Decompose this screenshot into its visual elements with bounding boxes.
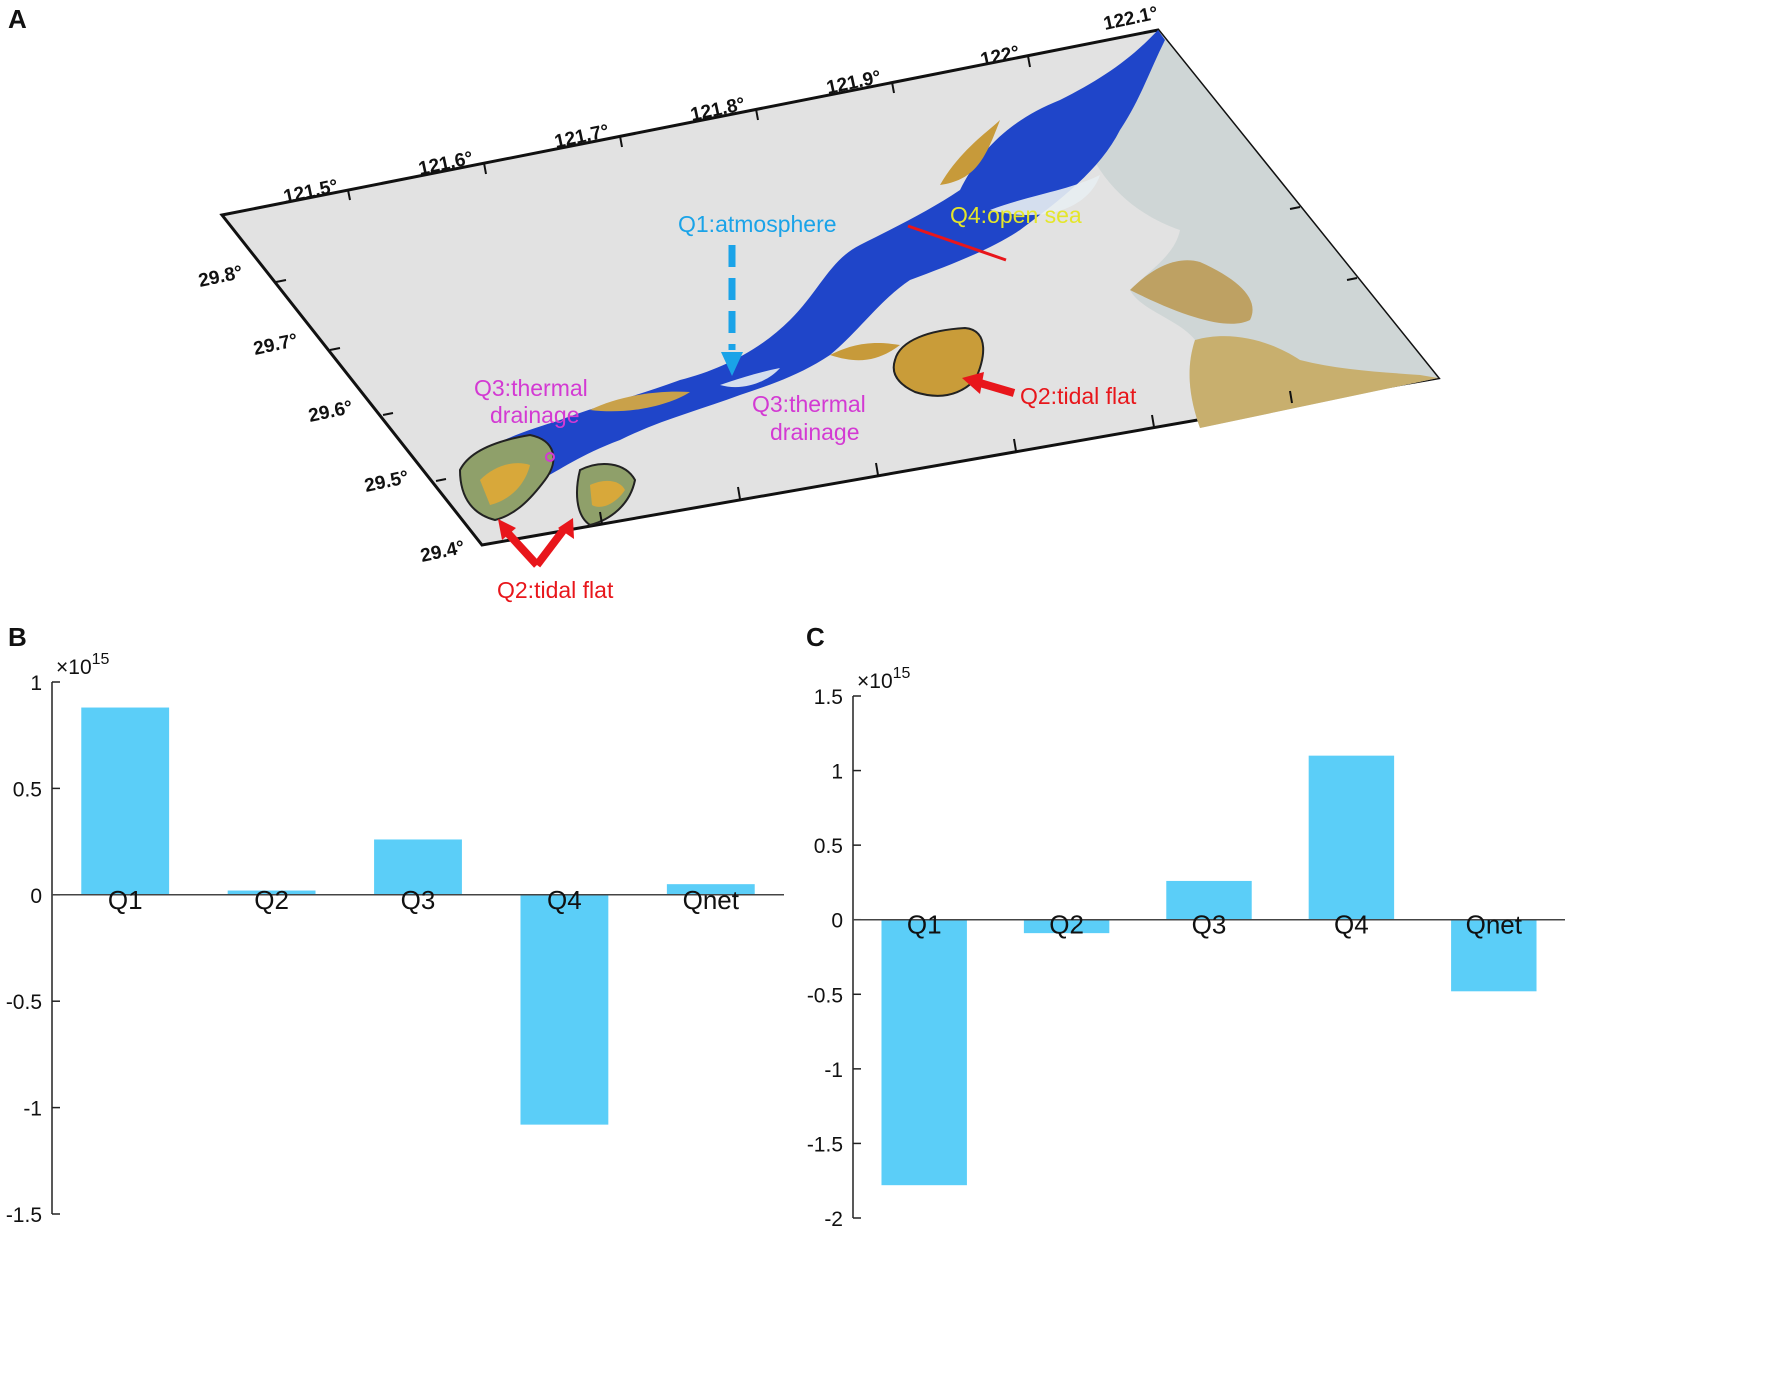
chart-c-category-label: Q2	[1049, 910, 1084, 940]
chart-b-exponent-label: ×1015	[56, 651, 110, 679]
chart-b-category-label: Qnet	[683, 885, 740, 915]
chart-c-bar-qnet	[1451, 919, 1537, 992]
chart-c-y-tick-label: -1.5	[807, 1133, 843, 1156]
chart-c-category-label: Q3	[1192, 910, 1227, 940]
chart-c-bar-q1	[881, 919, 967, 1186]
q2-right-arrow	[962, 372, 1016, 397]
chart-b-category-label: Q4	[547, 885, 582, 915]
chart-c-y-tick-label: -0.5	[807, 984, 843, 1007]
chart-c-category-label: Q1	[907, 910, 942, 940]
chart-b-bar-qnet	[666, 884, 755, 895]
chart-c-exponent-base: ×10	[857, 670, 893, 693]
q3-mid-annotation-line1: Q3:thermal	[752, 391, 866, 417]
chart-c-exponent-label: ×1015	[857, 665, 911, 693]
chart-b-category-label: Q1	[108, 885, 143, 915]
chart-c-category-label: Q4	[1334, 910, 1369, 940]
west-bay-1-sand	[480, 463, 530, 505]
chart-c-bar-q4	[1308, 755, 1395, 920]
q3-left-annotation-line2: drainage	[490, 402, 580, 428]
channel-light-shoal	[990, 175, 1100, 216]
chart-b-category-label: Q3	[401, 885, 436, 915]
channel-sand-north	[940, 120, 1000, 185]
chart-c-y-tick-label: -1	[824, 1059, 843, 1082]
open-sea-shoal-2	[1130, 260, 1253, 324]
panel-label-c: C	[806, 622, 825, 652]
chart-b-exponent-base: ×10	[56, 656, 92, 679]
chart-b-exponent-power: 15	[92, 651, 110, 668]
q2-bottom-annotation: Q2:tidal flat	[497, 577, 614, 603]
chart-b-bar-q4	[520, 894, 609, 1125]
chart-b-y-tick-label: -1.5	[6, 1204, 42, 1227]
q4-section-line	[907, 224, 1007, 262]
chart-c-y-tick-label: 1.5	[814, 686, 843, 709]
chart-c-y-tick-label: 1	[831, 761, 843, 784]
chart-c-y-tick-label: 0	[831, 910, 843, 933]
open-sea-shoal	[1189, 336, 1438, 428]
map-ticks	[275, 55, 1358, 525]
channel-light-shoal-2	[720, 368, 780, 388]
chart-b-y-tick-label: 1	[30, 672, 42, 695]
chart-c-y-tick-label: -2	[824, 1208, 843, 1231]
chart-c-bar-q2	[1023, 919, 1110, 934]
chart-b-bar-q3	[374, 839, 462, 895]
estuary-map: 121.5° 121.6° 121.7° 121.8° 121.9° 122° …	[197, 3, 1441, 603]
q4-annotation: Q4:open sea	[950, 202, 1082, 228]
chart-b-y-tick-label: 0	[30, 885, 42, 908]
chart-b-bar-q2	[227, 890, 316, 895]
estuary-channel	[460, 30, 1165, 505]
q3-mid-annotation-line2: drainage	[770, 419, 860, 445]
q1-annotation: Q1:atmosphere	[678, 211, 837, 237]
q2-bottom-arrows	[498, 518, 574, 568]
chart-c-bar-q3	[1166, 880, 1252, 920]
open-sea-area	[1092, 30, 1438, 428]
chart-b-category-label: Q2	[254, 885, 289, 915]
mid-sand-bank	[590, 391, 690, 412]
q3-left-marker	[545, 452, 555, 462]
chart-c-category-label: Qnet	[1466, 910, 1523, 940]
chart-b-bar-q1	[81, 707, 170, 895]
chart-b-y-tick-label: -1	[23, 1098, 42, 1121]
panel-label-a: A	[8, 4, 27, 34]
q1-arrow	[721, 245, 743, 376]
chart-c-exponent-power: 15	[893, 665, 911, 682]
q3-left-annotation-line1: Q3:thermal	[474, 375, 588, 401]
q2-right-annotation: Q2:tidal flat	[1020, 383, 1137, 409]
panel-label-b: B	[8, 622, 27, 652]
west-bay-2-sand	[590, 480, 625, 507]
chart-c-y-tick-label: 0.5	[814, 835, 843, 858]
chart-b-y-tick-label: -0.5	[6, 991, 42, 1014]
channel-sand-south	[830, 343, 900, 361]
chart-b-y-tick-label: 0.5	[13, 778, 42, 801]
